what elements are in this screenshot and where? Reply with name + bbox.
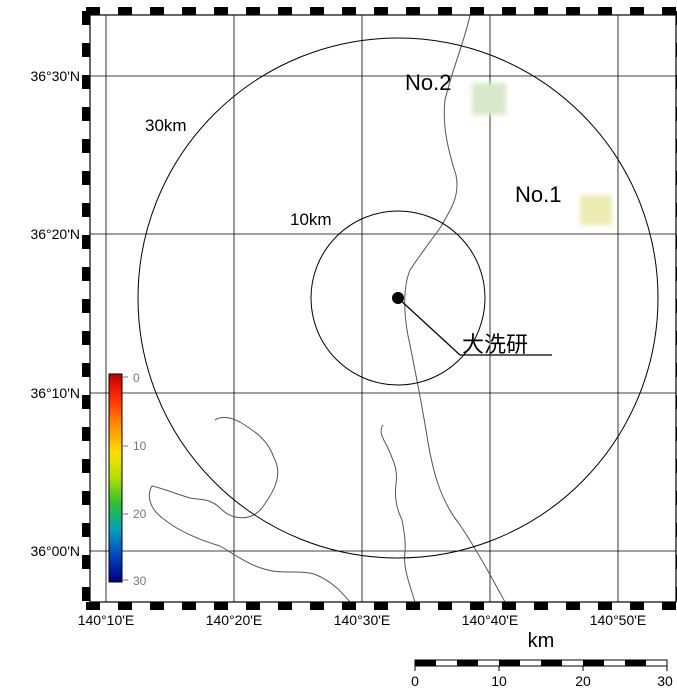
map-frame <box>82 7 677 610</box>
colorbar: 0 10 20 30 <box>108 371 147 588</box>
lon-label-140-10: 140°10'E <box>78 612 135 628</box>
scale-tick-30: 30 <box>657 673 673 689</box>
ring-10km <box>310 210 486 386</box>
ring-30km <box>137 37 659 559</box>
point-no2-marker <box>472 83 506 115</box>
colorbar-ramp <box>108 373 123 583</box>
colorbar-tick-20: 20 <box>133 507 147 521</box>
site-label: 大洗研 <box>462 333 528 358</box>
site-leader-line <box>397 297 461 356</box>
map-area <box>90 15 676 602</box>
lat-label-36-00: 36°00'N <box>30 543 80 559</box>
point-no1-marker <box>580 195 612 225</box>
lat-label-36-10: 36°10'N <box>30 385 80 401</box>
colorbar-tick-10: 10 <box>133 439 147 453</box>
ring-label-30km: 30km <box>145 116 187 135</box>
coastline <box>148 14 506 603</box>
lon-label-140-30: 140°30'E <box>334 612 391 628</box>
point-no2-label: No.2 <box>405 70 451 95</box>
ring-label-10km: 10km <box>290 210 332 229</box>
graticule <box>90 15 676 602</box>
lon-label-140-20: 140°20'E <box>206 612 263 628</box>
colorbar-tick-30: 30 <box>133 574 147 588</box>
scale-unit-label: km <box>528 630 555 652</box>
lat-label-36-20: 36°20'N <box>30 226 80 242</box>
scale-tick-20: 20 <box>575 673 591 689</box>
scale-bar: km 0 10 20 30 <box>411 630 673 689</box>
colorbar-tick-0: 0 <box>133 371 140 385</box>
lon-label-140-40: 140°40'E <box>462 612 519 628</box>
point-no1-label: No.1 <box>515 182 561 207</box>
scale-tick-0: 0 <box>411 673 419 689</box>
scale-tick-10: 10 <box>491 673 507 689</box>
lon-label-140-50: 140°50'E <box>590 612 647 628</box>
lat-label-36-30: 36°30'N <box>30 68 80 84</box>
